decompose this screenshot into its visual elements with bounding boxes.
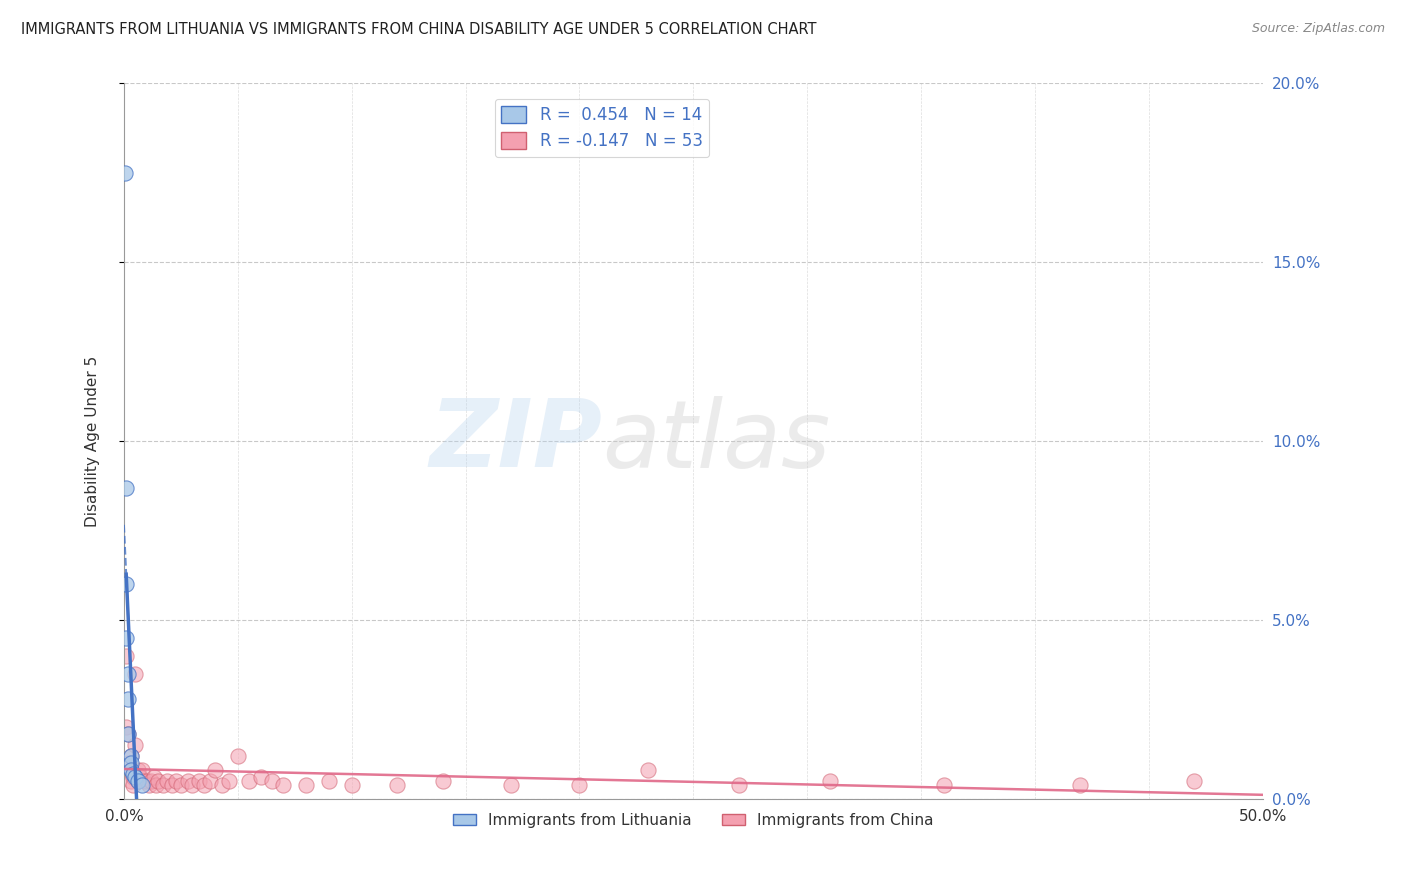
Point <box>188 773 211 788</box>
Point <box>249 770 271 784</box>
Legend: Immigrants from Lithuania, Immigrants from China: Immigrants from Lithuania, Immigrants fr… <box>447 807 939 834</box>
Point <box>226 748 249 763</box>
Point <box>818 773 841 788</box>
Point <box>124 738 146 752</box>
Point <box>127 773 149 788</box>
Point <box>727 778 749 792</box>
Point <box>115 577 138 591</box>
Point <box>193 778 215 792</box>
Point <box>115 481 138 495</box>
Point <box>1182 773 1205 788</box>
Point <box>122 770 145 784</box>
Point <box>138 778 160 792</box>
Point <box>117 691 139 706</box>
Point <box>932 778 955 792</box>
Point <box>120 763 142 777</box>
Point <box>165 773 187 788</box>
Y-axis label: Disability Age Under 5: Disability Age Under 5 <box>86 356 100 527</box>
Point <box>115 631 138 645</box>
Point <box>218 773 240 788</box>
Point <box>134 773 156 788</box>
Point <box>170 778 193 792</box>
Point <box>122 778 145 792</box>
Point <box>131 763 153 777</box>
Point <box>127 773 149 788</box>
Point <box>295 778 318 792</box>
Point <box>260 773 283 788</box>
Point <box>131 778 153 792</box>
Point <box>340 778 363 792</box>
Point <box>568 778 591 792</box>
Point <box>238 773 260 788</box>
Point <box>127 763 149 777</box>
Point <box>117 727 139 741</box>
Point <box>499 778 522 792</box>
Point <box>273 778 295 792</box>
Point <box>176 773 198 788</box>
Point <box>146 773 169 788</box>
Point <box>318 773 340 788</box>
Text: IMMIGRANTS FROM LITHUANIA VS IMMIGRANTS FROM CHINA DISABILITY AGE UNDER 5 CORREL: IMMIGRANTS FROM LITHUANIA VS IMMIGRANTS … <box>21 22 817 37</box>
Point <box>115 648 138 663</box>
Point <box>145 778 167 792</box>
Point <box>387 778 409 792</box>
Text: atlas: atlas <box>602 396 831 487</box>
Point <box>156 773 179 788</box>
Point <box>117 727 139 741</box>
Point <box>124 770 146 784</box>
Text: ZIP: ZIP <box>429 395 602 487</box>
Point <box>122 766 145 780</box>
Point <box>124 666 146 681</box>
Point <box>152 778 174 792</box>
Point <box>115 720 138 734</box>
Point <box>637 763 659 777</box>
Point <box>211 778 233 792</box>
Text: Source: ZipAtlas.com: Source: ZipAtlas.com <box>1251 22 1385 36</box>
Point <box>181 778 204 792</box>
Point <box>432 773 454 788</box>
Point <box>117 756 139 770</box>
Point <box>117 666 139 681</box>
Point <box>120 763 142 777</box>
Point <box>120 748 142 763</box>
Point <box>142 770 165 784</box>
Point <box>114 166 136 180</box>
Point <box>200 773 222 788</box>
Point <box>1069 778 1091 792</box>
Point <box>135 773 157 788</box>
Point <box>141 773 163 788</box>
Point <box>204 763 226 777</box>
Point <box>120 748 142 763</box>
Point <box>160 778 183 792</box>
Point <box>128 770 150 784</box>
Point <box>120 773 142 788</box>
Point <box>120 756 142 770</box>
